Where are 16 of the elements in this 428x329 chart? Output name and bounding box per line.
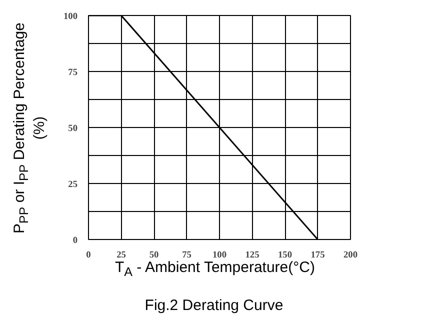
x-tick-label: 75 bbox=[182, 250, 192, 260]
x-tick-label: 175 bbox=[310, 250, 326, 260]
x-tick-label: 200 bbox=[344, 250, 358, 260]
y-tick-label: 25 bbox=[68, 180, 78, 190]
x-tick-label: 0 bbox=[86, 250, 92, 260]
x-tick-label: 125 bbox=[245, 250, 260, 260]
x-tick-label: 150 bbox=[278, 250, 292, 260]
y-tick-label: 0 bbox=[72, 236, 78, 246]
y-tick-label: 75 bbox=[68, 68, 78, 78]
y-tick-label: 50 bbox=[68, 124, 78, 134]
text: Fig.2 Derating Curve bbox=[144, 297, 284, 314]
x-tick-label: 25 bbox=[116, 250, 126, 260]
x-tick-label: 50 bbox=[149, 250, 159, 260]
x-tick-label: 100 bbox=[212, 250, 227, 260]
y-tick-label: 100 bbox=[64, 12, 78, 22]
x-axis-title: T$_{A}$ - Ambient Temperature(°C) bbox=[114, 259, 316, 279]
